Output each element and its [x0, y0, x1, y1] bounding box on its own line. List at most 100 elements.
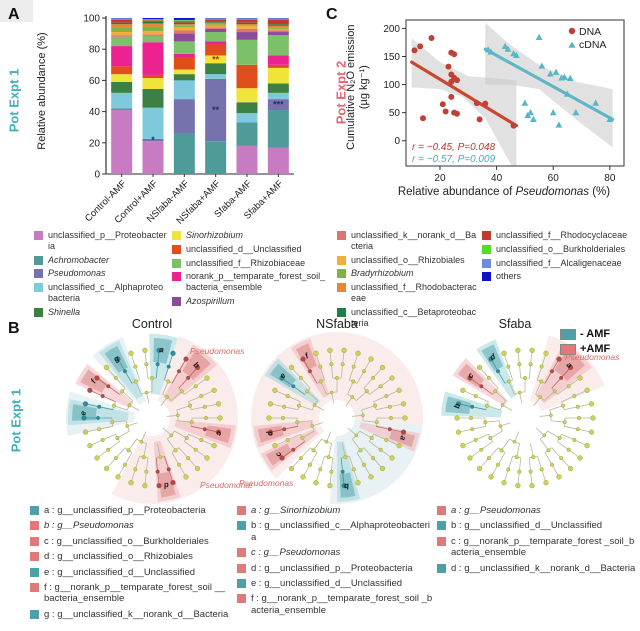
c-y-axis-label-line1: Cumulative N₂O emission — [344, 24, 357, 150]
tree-sector-box — [457, 363, 485, 388]
tree-leaf-node — [355, 480, 361, 486]
tree-legend-label: b : g__unclassified_d__Unclassified — [451, 520, 603, 532]
taxa-legend-label: unclassified_f__Rhodobacteraceae — [351, 282, 477, 303]
taxa-legend-label: unclassified_c__Betaproteobacteria — [351, 306, 477, 328]
tree-leaf-node — [266, 415, 272, 421]
tree-legend-swatch — [237, 578, 246, 588]
taxa-legend-item: Azospirillum — [172, 296, 330, 307]
tree-node — [282, 427, 287, 432]
taxa-legend-column: Sinorhizobium unclassified_d__Unclassifie… — [172, 230, 330, 307]
tree-node — [141, 455, 146, 460]
bar-segment — [267, 92, 289, 100]
tree-leaf-node — [128, 350, 134, 356]
tree-legend-swatch — [437, 536, 446, 546]
tree-legend-swatch — [30, 506, 39, 515]
taxa-legend-item: others — [482, 271, 637, 282]
a-y-tick-label: 100 — [83, 14, 100, 25]
scatter-plot-area — [410, 22, 615, 166]
tree-legend-item: c : g__Pseudomonas — [237, 547, 435, 558]
bar-segment — [111, 81, 133, 93]
tree-node — [531, 455, 536, 460]
tree-leaf-node — [543, 480, 549, 486]
c-y-axis-label-line2: (µg kg⁻¹) — [358, 65, 370, 110]
taxa-legend-item: unclassified_o__Burkholderiales — [482, 244, 637, 255]
tree-node — [546, 448, 551, 453]
tree-node — [179, 389, 184, 394]
a-y-tick-label: 20 — [89, 138, 101, 149]
tree-node — [361, 369, 367, 374]
taxa-legend-swatch — [482, 272, 491, 282]
data-point-dna — [510, 122, 517, 129]
taxa-legend-label: Pseudomonas — [48, 268, 106, 279]
tree-branch — [302, 430, 315, 439]
taxa-legend-label: unclassified_p__Proteobacteria — [48, 230, 167, 251]
tree-node — [566, 384, 571, 389]
tree-sector-highlight — [253, 420, 315, 448]
taxa-legend-item: unclassified_p__Proteobacteria — [34, 230, 167, 252]
taxa-legend-swatch — [337, 307, 346, 317]
tree-leaf-node — [556, 356, 562, 362]
tree-node — [307, 462, 313, 467]
tree-leaf-node — [584, 443, 590, 449]
tree-node — [202, 404, 207, 409]
tree-legend-label: e : g__unclassified_d__Unclassified — [251, 577, 403, 589]
tree-node — [364, 389, 369, 394]
tree-legend-label: f : g__norank_p__temparate_forest_soil _… — [44, 581, 226, 605]
tree-leaf-node — [87, 443, 93, 449]
pseudomonas-annotation: Pseudomonas — [190, 346, 245, 356]
bar-segment — [267, 28, 289, 31]
tree-node — [296, 403, 302, 408]
tree-leaf-node — [590, 415, 596, 421]
data-point-cdna — [538, 62, 546, 69]
pot-expt1-label-a: Pot Expt 1 — [6, 68, 22, 133]
bar-segment — [267, 24, 289, 26]
tree-node — [542, 433, 547, 438]
data-point-dna — [482, 100, 489, 107]
data-point-dna — [428, 34, 435, 41]
tree-node — [539, 379, 544, 384]
tree-branch — [122, 390, 133, 401]
bar-segment — [111, 110, 133, 174]
tree-node — [186, 375, 191, 380]
tree-sector-letter: a — [159, 345, 165, 355]
tree-leaf-node — [567, 364, 574, 371]
tree-node — [97, 404, 102, 409]
tree-node — [285, 393, 290, 399]
taxa-legend-swatch — [482, 244, 491, 254]
bar-segment — [173, 57, 195, 70]
regression-line — [483, 47, 615, 121]
tree-node — [324, 439, 329, 444]
taxa-legend-item: unclassified_c__Betaproteobacteria — [337, 307, 477, 329]
tree-leaf-node — [82, 401, 89, 407]
tree-node — [300, 435, 305, 441]
tree-branch — [539, 438, 549, 451]
bar-segment — [267, 55, 289, 65]
tree-node — [517, 362, 522, 367]
tree-branch — [176, 405, 191, 411]
bar-segment — [142, 78, 164, 89]
tree-node — [517, 390, 522, 395]
tree-node — [310, 424, 315, 428]
data-point-cdna — [521, 99, 529, 106]
tree-node — [560, 403, 566, 408]
data-point-cdna — [546, 70, 554, 77]
tree-legend-item: d : g__unclassified_o__Rhizobiales — [30, 551, 230, 562]
bar-segment — [111, 27, 133, 33]
tree-leaf-node — [142, 482, 148, 489]
taxa-legend-item: unclassified_c__Alphaproteobacteria — [34, 282, 167, 304]
bar-segment — [205, 41, 227, 45]
bar-segment — [267, 19, 289, 25]
tree-node — [495, 369, 501, 374]
tree-node — [468, 415, 474, 421]
tree-branch — [113, 405, 128, 411]
taxa-legend-swatch — [34, 283, 43, 293]
tree-node — [122, 462, 128, 467]
bar-segment — [173, 80, 195, 100]
tree-node — [133, 467, 138, 472]
tree-node — [312, 403, 317, 407]
cladogram-nsfaba: a b c d e f Pseudomonas — [239, 332, 423, 504]
data-point-dna — [417, 43, 424, 50]
tree-sector-letter: d — [162, 481, 170, 491]
tree-node — [291, 384, 296, 389]
tree-leaf-node — [529, 482, 535, 489]
